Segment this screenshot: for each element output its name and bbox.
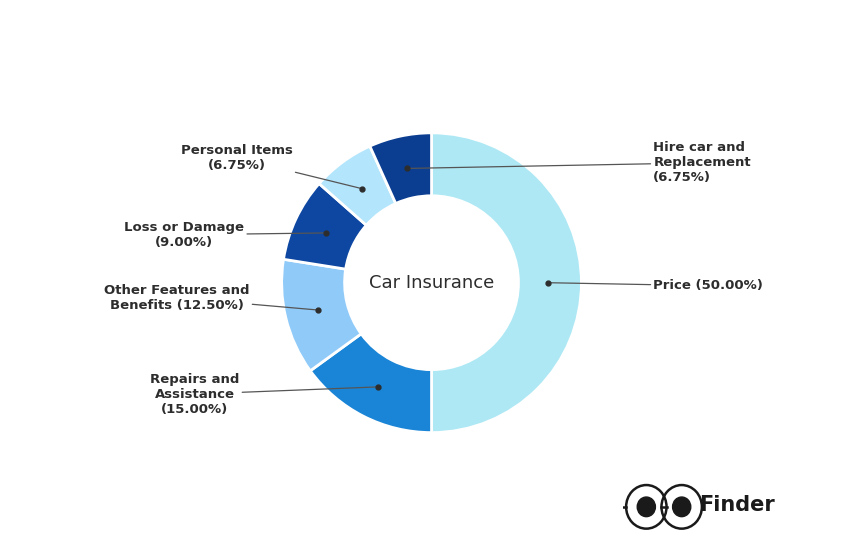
Wedge shape (319, 146, 396, 225)
Wedge shape (282, 259, 361, 371)
Wedge shape (370, 133, 432, 203)
Text: Personal Items
(6.75%): Personal Items (6.75%) (181, 144, 362, 189)
Text: Loss or Damage
(9.00%): Loss or Damage (9.00%) (125, 221, 326, 249)
Wedge shape (431, 133, 581, 433)
Circle shape (637, 497, 655, 517)
Wedge shape (310, 334, 431, 433)
Text: Finder: Finder (699, 495, 775, 515)
Text: Repairs and
Assistance
(15.00%): Repairs and Assistance (15.00%) (150, 373, 378, 416)
Text: Price (50.00%): Price (50.00%) (548, 279, 763, 292)
Wedge shape (284, 184, 366, 269)
Text: Hire car and
Replacement
(6.75%): Hire car and Replacement (6.75%) (407, 141, 751, 184)
Text: Car Insurance: Car Insurance (369, 274, 494, 292)
Circle shape (673, 497, 690, 517)
Text: Other Features and
Benefits (12.50%): Other Features and Benefits (12.50%) (104, 284, 317, 312)
